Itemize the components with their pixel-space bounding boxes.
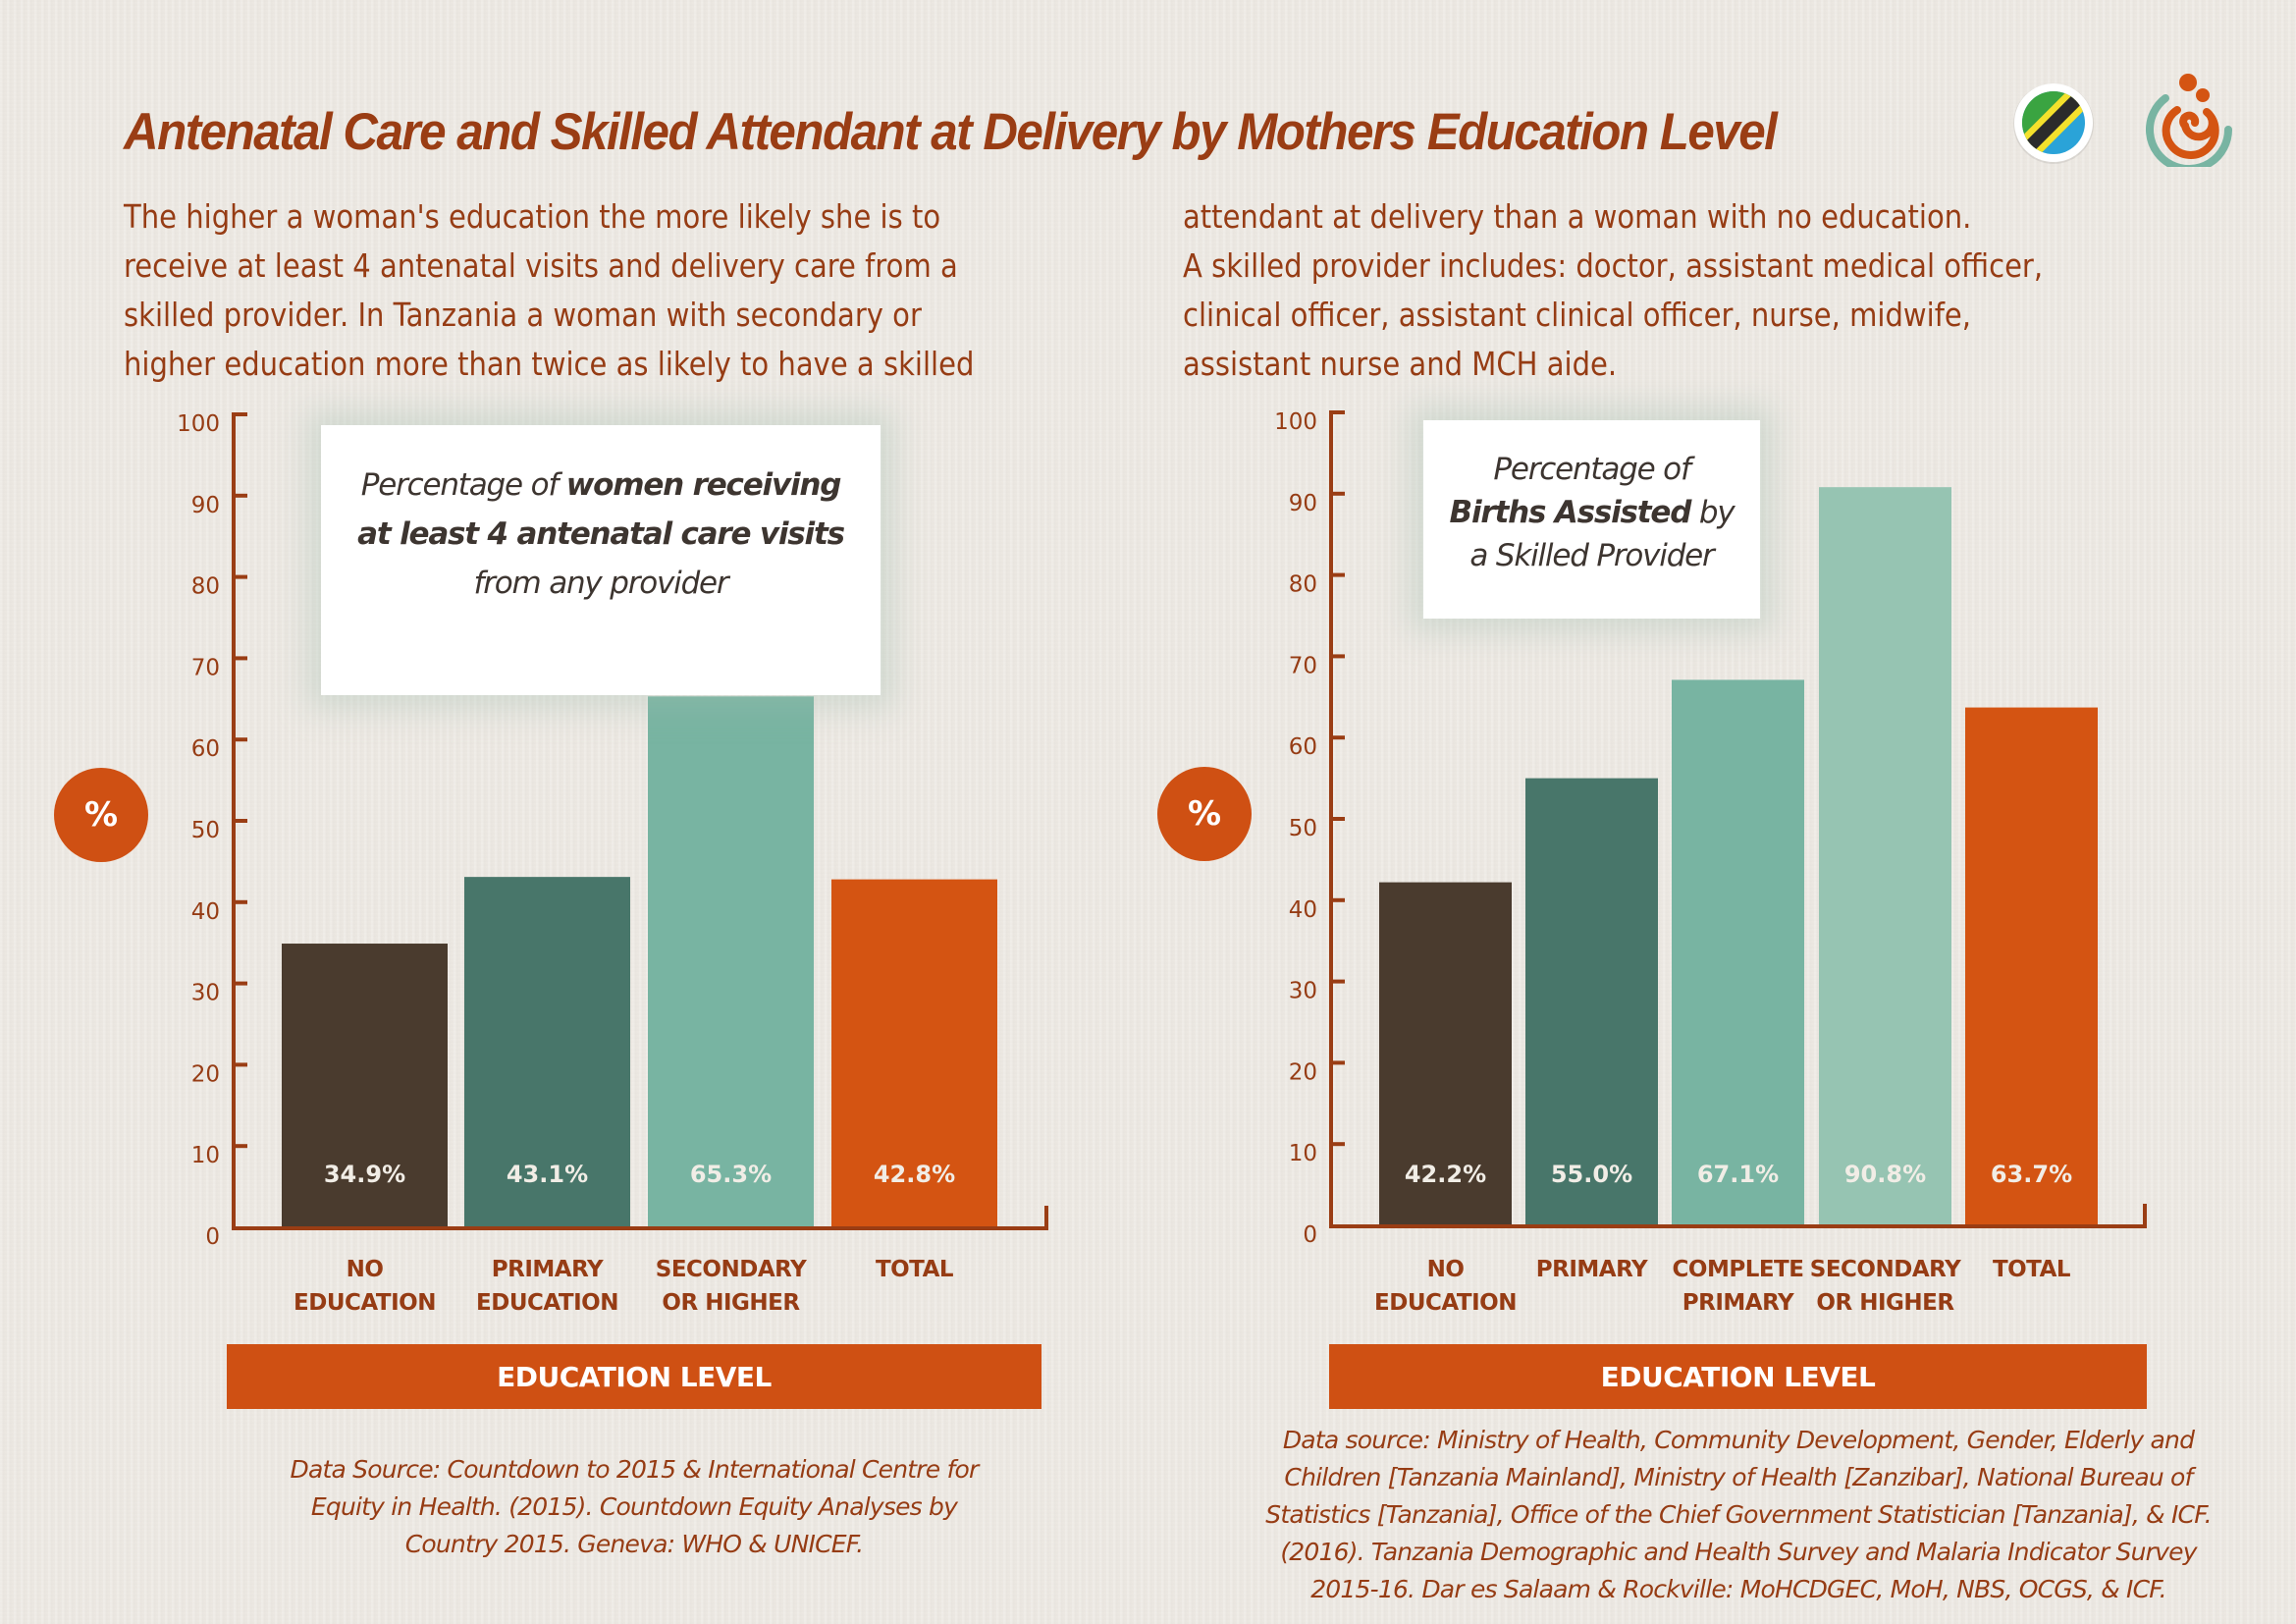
category-label: EDUCATION [1374,1290,1517,1316]
y-tick-label: 30 [1289,979,1317,1004]
category-label: NO [347,1257,384,1282]
source-line: (2016). Tanzania Demographic and Health … [1280,1538,2197,1566]
source-line: Country 2015. Geneva: WHO & UNICEF. [404,1530,864,1558]
bar-value-label: 65.3% [690,1161,772,1188]
source-line: Children [Tanzania Mainland], Ministry o… [1284,1463,2193,1491]
intro-line: receive at least 4 antenatal visits and … [124,246,958,285]
bar-value-label: 55.0% [1551,1161,1632,1188]
category-label: SECONDARY [656,1257,807,1282]
bar-value-label: 90.8% [1844,1161,1926,1188]
category-label: PRIMARY [1682,1290,1794,1316]
source-line: Data Source: Countdown to 2015 & Interna… [290,1455,980,1484]
percent-axis-badge-left: % [54,768,148,862]
y-tick-label: 40 [1289,897,1317,923]
intro-left: The higher a woman's education the more … [124,192,974,389]
y-tick-label: 0 [205,1224,220,1250]
y-tick-label: 10 [1289,1141,1317,1166]
category-label: PRIMARY [492,1257,604,1282]
category-label: OR HIGHER [1816,1290,1954,1316]
category-label: COMPLETE [1673,1257,1804,1282]
bar-right-2 [1672,679,1804,1225]
category-label: TOTAL [1993,1257,2071,1282]
title-bold-text: women receiving [565,467,842,503]
x-axis-label-left: EDUCATION LEVEL [227,1344,1041,1409]
tanzania-flag-icon [2013,83,2094,164]
title-plain-text: Percentage of [360,467,566,503]
intro-line: clinical officer, assistant clinical off… [1183,296,1972,334]
page-title: Antenatal Care and Skilled Attendant at … [124,103,1778,161]
category-label: EDUCATION [476,1290,618,1316]
bar-right-1 [1525,778,1658,1225]
intro-line: The higher a woman's education the more … [124,197,941,236]
category-label: PRIMARY [1536,1257,1648,1282]
y-tick-label: 40 [191,899,220,925]
y-tick-label: 70 [191,655,220,680]
chart-left-title-line-1: Percentage of women receiving [321,460,881,510]
chart-right-title-line-3: a Skilled Provider [1469,538,1714,573]
y-tick-label: 90 [1289,491,1317,516]
intro-line: assistant nurse and MCH aide. [1183,345,1618,383]
bar-right-4 [1965,707,2098,1225]
y-tick-label: 10 [191,1143,220,1168]
y-tick-label: 0 [1303,1222,1317,1248]
percent-axis-badge-right: % [1157,767,1252,861]
source-line: Equity in Health. (2015). Countdown Equi… [310,1492,958,1521]
category-label: TOTAL [876,1257,954,1282]
chart-left-title-line-3: from any provider [473,566,729,601]
source-line: Statistics [Tanzania], Office of the Chi… [1265,1500,2212,1529]
bar-left-0 [282,944,448,1227]
chart-left-title-line-2: at least 4 antenatal care visits [321,510,881,559]
bar-right-0 [1379,882,1512,1225]
y-tick-label: 70 [1289,653,1317,678]
bar-value-label: 34.9% [324,1161,405,1188]
bar-value-label: 42.8% [874,1161,955,1188]
spiral-mother-child-logo-icon [2146,74,2232,167]
chart-right-title-line-2: Births Assisted by [1423,491,1760,534]
bar-value-label: 67.1% [1697,1161,1779,1188]
y-tick-label: 30 [191,981,220,1006]
title-bold-text: Births Assisted [1449,495,1692,530]
y-tick-label: 80 [191,574,220,600]
y-tick-label: 20 [1289,1059,1317,1085]
intro-right: attendant at delivery than a woman with … [1183,192,2043,389]
y-tick-label: 50 [1289,816,1317,841]
category-label: SECONDARY [1810,1257,1961,1282]
y-tick-label: 60 [191,736,220,762]
y-tick-label: 90 [191,493,220,518]
title-bold-text: at least 4 antenatal care visits [357,516,845,552]
bar-left-1 [464,877,630,1227]
intro-line: skilled provider. In Tanzania a woman wi… [124,296,922,334]
chart-right-title-box: Percentage of Births Assisted by a Skill… [1423,420,1760,619]
data-source-left: Data Source: Countdown to 2015 & Interna… [290,1451,980,1563]
y-tick-label: 20 [191,1061,220,1087]
bar-value-label: 63.7% [1991,1161,2072,1188]
bar-left-3 [831,879,997,1227]
y-tick-label: 50 [191,818,220,843]
category-label: EDUCATION [294,1290,436,1316]
y-tick-label: 60 [1289,734,1317,760]
chart-right-title-line-1: Percentage of [1493,452,1691,487]
intro-line: A skilled provider includes: doctor, ass… [1183,246,2044,285]
category-label: OR HIGHER [662,1290,800,1316]
bar-value-label: 42.2% [1405,1161,1486,1188]
source-line: 2015-16. Dar es Salaam & Rockville: MoHC… [1310,1575,2166,1603]
bar-left-2 [648,696,814,1227]
chart-left-title-box: Percentage of women receiving at least 4… [321,425,881,695]
y-tick-label: 100 [1274,409,1317,435]
bar-right-3 [1819,487,1951,1225]
bar-value-label: 43.1% [507,1161,588,1188]
data-source-right: Data source: Ministry of Health, Communi… [1265,1422,2212,1608]
title-plain-text: by [1690,495,1735,530]
y-tick-label: 100 [177,411,220,437]
category-label: NO [1427,1257,1465,1282]
y-tick-label: 80 [1289,572,1317,598]
intro-line: higher education more than twice as like… [124,345,975,383]
intro-line: attendant at delivery than a woman with … [1183,197,1972,236]
source-line: Data source: Ministry of Health, Communi… [1282,1426,2195,1454]
x-axis-label-right: EDUCATION LEVEL [1329,1344,2147,1409]
